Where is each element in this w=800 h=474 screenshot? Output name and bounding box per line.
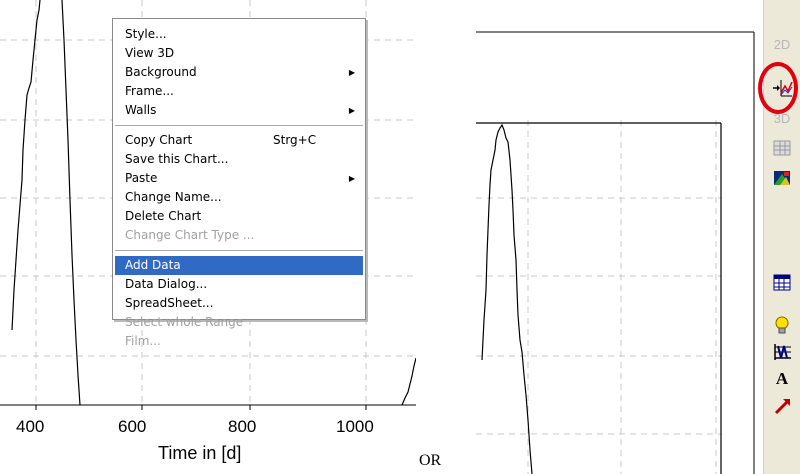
menu-item-label: Copy Chart	[125, 133, 193, 147]
menu-item-delete-chart[interactable]: Delete Chart	[113, 207, 365, 226]
chart-context-menu[interactable]: Style... View 3D Background ▶ Frame... Wa…	[112, 18, 366, 348]
menu-item-add-data[interactable]: Add Data	[115, 256, 363, 275]
spreadsheet-button[interactable]	[766, 268, 798, 296]
x-tick-label: 800	[228, 417, 256, 436]
menu-item-label: Delete Chart	[125, 209, 202, 223]
right-chart-plot-frame	[476, 122, 722, 474]
menu-item-label: Background	[125, 65, 197, 79]
left-chart-series-line	[11, 0, 81, 406]
menu-item-label: Style...	[125, 27, 167, 41]
3d-mode-label: 3D	[773, 110, 791, 126]
menu-item-label: Data Dialog...	[125, 277, 208, 291]
menu-item-label: Add Data	[125, 258, 181, 272]
menu-item-label: Paste	[125, 171, 158, 185]
menu-item-walls[interactable]: Walls ▶	[113, 101, 365, 120]
menu-item-paste[interactable]: Paste ▶	[113, 169, 365, 188]
menu-item-label: Save this Chart...	[125, 152, 229, 166]
color-palette-icon	[774, 171, 790, 185]
color-palette-button[interactable]	[766, 164, 798, 192]
submenu-arrow-icon: ▶	[348, 174, 355, 183]
menu-item-background[interactable]: Background ▶	[113, 63, 365, 82]
menu-item-change-chart-type[interactable]: Change Chart Type ...	[113, 226, 365, 245]
menu-item-label: Frame...	[125, 84, 174, 98]
data-table-icon	[773, 140, 791, 156]
menu-item-frame[interactable]: Frame...	[113, 82, 365, 101]
text-tool-button[interactable]: A	[766, 365, 798, 393]
menu-item-save-chart[interactable]: Save this Chart...	[113, 150, 365, 169]
x-tick-label: 600	[118, 417, 146, 436]
spreadsheet-icon	[773, 274, 791, 291]
x-axis-title: Time in [d]	[158, 443, 241, 463]
x-tick-label: 400	[16, 417, 44, 436]
right-chart-outer-frame	[476, 31, 755, 474]
chart-toolbar: 2D 3D	[758, 0, 800, 474]
lightbulb-button[interactable]	[766, 311, 798, 339]
3d-mode-button[interactable]: 3D	[766, 104, 798, 132]
menu-separator	[115, 250, 363, 251]
or-separator-text: OR	[419, 452, 442, 469]
2d-mode-label: 2D	[773, 36, 791, 52]
left-chart-axis	[0, 404, 416, 410]
lightbulb-icon	[775, 316, 789, 334]
menu-item-label: Change Chart Type ...	[125, 228, 255, 242]
right-chart	[476, 0, 763, 474]
menu-item-select-whole-range[interactable]: Select whole Range	[113, 313, 365, 332]
highlight-ring	[758, 62, 798, 114]
menu-item-label: SpreadSheet...	[125, 296, 214, 310]
menu-item-spreadsheet[interactable]: SpreadSheet...	[113, 294, 365, 313]
x-tick-label: 1000	[336, 417, 374, 436]
text-tool-icon: A	[775, 369, 789, 388]
axis-grid-icon	[774, 344, 791, 360]
right-chart-series-line	[481, 123, 533, 474]
axis-grid-button[interactable]	[766, 338, 798, 366]
right-chart-panel: 2D 3D	[476, 0, 800, 474]
left-chart-series-line-edge	[401, 357, 416, 406]
2d-mode-button[interactable]: 2D	[766, 30, 798, 58]
menu-item-style[interactable]: Style...	[113, 25, 365, 44]
menu-item-copy-chart[interactable]: Copy Chart Strg+C	[113, 131, 365, 150]
menu-item-shortcut: Strg+C	[273, 133, 317, 147]
menu-item-change-name[interactable]: Change Name...	[113, 188, 365, 207]
data-table-button[interactable]	[766, 134, 798, 162]
menu-separator	[115, 125, 363, 126]
menu-item-data-dialog[interactable]: Data Dialog...	[113, 275, 365, 294]
menu-item-label: Film...	[125, 334, 161, 348]
pointer-arrow-icon	[774, 399, 790, 415]
menu-item-label: Change Name...	[125, 190, 222, 204]
pointer-arrow-button[interactable]	[766, 392, 798, 420]
right-chart-gridlines	[476, 120, 721, 474]
menu-item-label: View 3D	[125, 46, 175, 60]
submenu-arrow-icon: ▶	[348, 68, 355, 77]
submenu-arrow-icon: ▶	[348, 106, 355, 115]
menu-item-film[interactable]: Film...	[113, 332, 365, 351]
menu-item-view-3d[interactable]: View 3D	[113, 44, 365, 63]
menu-item-label: Walls	[125, 103, 157, 117]
left-chart-panel: 400 600 800 1000 Time in [d] Style... Vi…	[0, 0, 416, 463]
menu-item-label: Select whole Range	[125, 315, 244, 329]
